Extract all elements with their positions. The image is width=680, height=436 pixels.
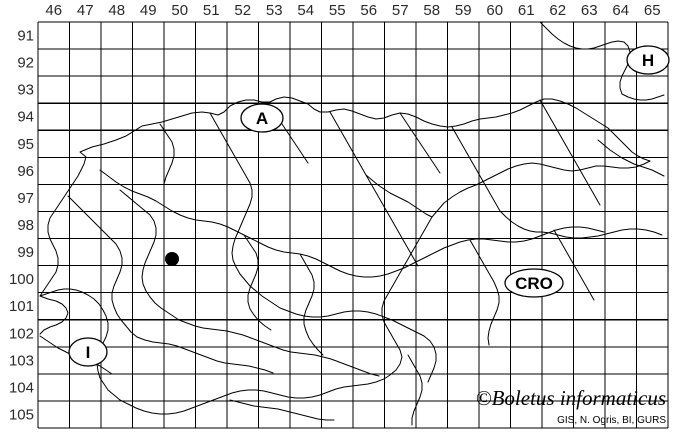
axis-tick-column: 46 bbox=[45, 2, 62, 19]
axis-tick-row: 94 bbox=[17, 109, 34, 126]
axis-tick-column: 65 bbox=[644, 2, 661, 19]
axis-tick-row: 103 bbox=[9, 352, 34, 369]
axis-tick-column: 48 bbox=[108, 2, 125, 19]
axis-tick-column: 51 bbox=[203, 2, 220, 19]
axis-tick-column: 47 bbox=[77, 2, 94, 19]
map-outlines bbox=[39, 21, 665, 426]
axis-tick-column: 62 bbox=[549, 2, 566, 19]
copyright-text: ©Boletus informaticus bbox=[476, 386, 666, 410]
country-label-i: I bbox=[86, 343, 91, 362]
border-hungary-lower bbox=[621, 93, 665, 101]
river-soca bbox=[209, 112, 281, 309]
axis-labels-left: 91 92 93 94 95 96 97 98 99 100 101 102 103 104 105 bbox=[9, 28, 34, 424]
axis-tick-row: 91 bbox=[17, 28, 34, 45]
axis-tick-column: 50 bbox=[171, 2, 188, 19]
country-code-labels: A H CRO I bbox=[68, 45, 670, 367]
river-southwest-branch bbox=[136, 336, 274, 374]
border-hungary bbox=[539, 21, 631, 95]
country-label-ellipse-h bbox=[626, 45, 670, 75]
axis-tick-row: 93 bbox=[17, 82, 34, 99]
river-tributary-east bbox=[365, 174, 433, 218]
axis-tick-row: 98 bbox=[17, 217, 34, 234]
country-label-ellipse-a bbox=[240, 103, 284, 133]
river-drava-branch bbox=[451, 126, 543, 233]
axis-tick-row: 99 bbox=[17, 244, 34, 261]
river-mura bbox=[541, 228, 663, 239]
axis-tick-row: 92 bbox=[17, 55, 34, 72]
border-north bbox=[79, 96, 651, 162]
axis-tick-row: 105 bbox=[9, 406, 34, 423]
occurrence-markers bbox=[165, 252, 179, 266]
border-west bbox=[39, 156, 87, 297]
axis-tick-column: 64 bbox=[612, 2, 629, 19]
axis-tick-row: 96 bbox=[17, 163, 34, 180]
river-north-tributary bbox=[399, 112, 441, 174]
river-sava-east bbox=[403, 226, 605, 269]
axis-tick-row: 104 bbox=[9, 379, 34, 396]
axis-tick-column: 54 bbox=[297, 2, 314, 19]
country-label-ellipse-cro bbox=[504, 268, 564, 298]
axis-tick-column: 61 bbox=[518, 2, 535, 19]
river-west-branch bbox=[67, 195, 138, 338]
country-label-ellipse-i bbox=[68, 337, 108, 367]
river-krka bbox=[178, 319, 380, 377]
axis-tick-row: 100 bbox=[9, 271, 34, 288]
attribution-text: GIS, N. Ogris, BI, GURS bbox=[557, 415, 666, 426]
occurrence-dot bbox=[165, 252, 179, 266]
axis-tick-column: 55 bbox=[329, 2, 346, 19]
axis-tick-column: 63 bbox=[581, 2, 598, 19]
axis-tick-row: 101 bbox=[9, 298, 34, 315]
river-ledava bbox=[539, 99, 601, 206]
axis-tick-column: 57 bbox=[392, 2, 409, 19]
river-savinja bbox=[329, 111, 419, 267]
river-nw-tributary bbox=[159, 123, 175, 185]
river-northeast-tributary bbox=[597, 139, 665, 177]
country-label-cro: CRO bbox=[515, 274, 553, 293]
river-kolpa bbox=[279, 307, 437, 383]
country-label-a: A bbox=[256, 109, 268, 128]
border-croatia-south bbox=[229, 399, 335, 421]
border-croatia-east bbox=[407, 354, 423, 426]
river-central-south bbox=[299, 253, 324, 356]
axis-tick-column: 60 bbox=[486, 2, 503, 19]
axis-labels-top: 46 47 48 49 50 51 52 53 54 55 56 57 58 59 60 61 62 63 64 65 bbox=[45, 2, 660, 19]
river-idrijca bbox=[119, 189, 180, 321]
axis-tick-column: 49 bbox=[140, 2, 157, 19]
map-grid bbox=[37, 21, 669, 429]
coast-adriatic bbox=[39, 295, 69, 335]
axis-tick-column: 59 bbox=[455, 2, 472, 19]
country-label-h: H bbox=[642, 51, 654, 70]
axis-tick-row: 102 bbox=[9, 325, 34, 342]
axis-tick-column: 56 bbox=[360, 2, 377, 19]
axis-tick-column: 52 bbox=[234, 2, 251, 19]
axis-tick-row: 97 bbox=[17, 190, 34, 207]
axis-tick-column: 53 bbox=[266, 2, 283, 19]
axis-tick-row: 95 bbox=[17, 136, 34, 153]
river-ljubljanica bbox=[243, 234, 272, 331]
axis-tick-column: 58 bbox=[423, 2, 440, 19]
